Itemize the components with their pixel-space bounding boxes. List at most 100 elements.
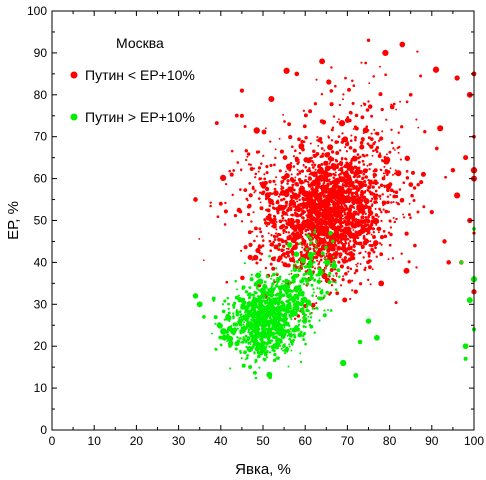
data-point-red [325, 176, 329, 179]
data-point-green [271, 321, 274, 325]
data-point-green [276, 330, 281, 335]
data-point-red [341, 138, 344, 141]
data-point-green [282, 306, 286, 310]
data-point-green [247, 330, 250, 334]
data-point-red [383, 201, 387, 205]
data-point-green [273, 352, 277, 357]
data-point-red [310, 302, 316, 308]
data-point-red [297, 158, 300, 162]
x-tick-label: 30 [172, 434, 186, 448]
data-point-green [291, 343, 294, 346]
data-point-red [248, 193, 253, 198]
data-point-red [252, 254, 259, 261]
data-point-green [269, 317, 272, 320]
data-point-green [257, 354, 261, 359]
data-point-red [343, 257, 347, 261]
data-point-green [242, 336, 245, 339]
data-point-red [273, 163, 276, 167]
data-point-red [243, 245, 248, 250]
data-point-green [250, 323, 254, 327]
data-point-red [317, 202, 320, 205]
data-point-red [309, 219, 313, 222]
data-point-red [329, 242, 333, 245]
data-point-red [318, 193, 321, 196]
data-point-red [298, 151, 302, 155]
data-point-red [364, 203, 367, 206]
data-point-red [373, 141, 377, 144]
data-point-green [257, 323, 261, 327]
data-point-red [288, 135, 293, 140]
data-point-green [213, 315, 218, 320]
data-point-green [281, 320, 284, 322]
data-point-red [289, 250, 292, 254]
data-point-green [268, 307, 272, 311]
data-point-red [407, 213, 411, 217]
data-point-green [272, 307, 276, 311]
data-point-green [301, 279, 305, 283]
data-point-red [264, 127, 267, 130]
data-point-red [231, 193, 234, 197]
data-point-green [311, 294, 314, 297]
data-point-green [316, 296, 320, 300]
data-point-red [234, 113, 239, 118]
data-point-red [369, 283, 372, 286]
data-point-red [379, 183, 384, 188]
data-point-red [339, 264, 344, 269]
data-point-green [244, 318, 248, 322]
data-point-red [372, 230, 376, 234]
data-point-green [248, 286, 251, 289]
data-point-red [423, 130, 427, 134]
data-point-green [264, 323, 268, 327]
data-point-red [304, 221, 307, 224]
data-point-red [349, 222, 353, 225]
data-point-red [255, 235, 259, 238]
data-point-red [325, 209, 329, 213]
data-point-red [303, 223, 308, 227]
data-point-red [243, 124, 247, 129]
data-point-red [364, 227, 369, 233]
data-point-red [388, 150, 392, 154]
data-point-green [241, 340, 245, 344]
data-point-red [281, 186, 285, 190]
data-point-green [328, 230, 333, 236]
data-point-green [263, 280, 267, 284]
data-point-red [376, 181, 379, 185]
data-point-red [293, 260, 296, 263]
data-point-red [257, 197, 261, 200]
data-point-red [308, 224, 311, 228]
data-point-red [193, 197, 198, 202]
data-point-red [258, 251, 262, 255]
data-point-red [312, 149, 316, 154]
data-point-green [267, 296, 271, 300]
data-point-red [312, 233, 316, 237]
data-point-red [282, 113, 285, 116]
data-point-green [462, 343, 469, 350]
data-point-red [347, 214, 350, 217]
data-point-red [273, 187, 277, 191]
data-point-red [320, 172, 323, 175]
data-point-red [290, 222, 294, 226]
data-point-red [324, 152, 330, 158]
data-point-red [314, 163, 317, 166]
data-point-green [283, 314, 287, 318]
data-point-red [337, 235, 340, 238]
data-point-green [288, 282, 291, 285]
data-point-red [291, 250, 295, 254]
data-point-green [280, 347, 283, 350]
data-point-red [387, 258, 390, 261]
data-point-green [297, 327, 300, 330]
data-point-red [254, 189, 257, 192]
data-point-red [327, 144, 334, 151]
data-point-red [285, 230, 288, 234]
data-point-red [317, 232, 322, 237]
data-point-red [375, 150, 379, 154]
data-point-red [380, 169, 383, 172]
data-point-green [309, 312, 312, 315]
data-point-red [393, 221, 396, 224]
data-point-green [324, 245, 328, 250]
data-point-green [306, 234, 310, 238]
data-point-red [377, 139, 381, 142]
data-point-red [301, 147, 305, 152]
data-point-green [288, 343, 291, 346]
data-point-red [352, 128, 355, 130]
